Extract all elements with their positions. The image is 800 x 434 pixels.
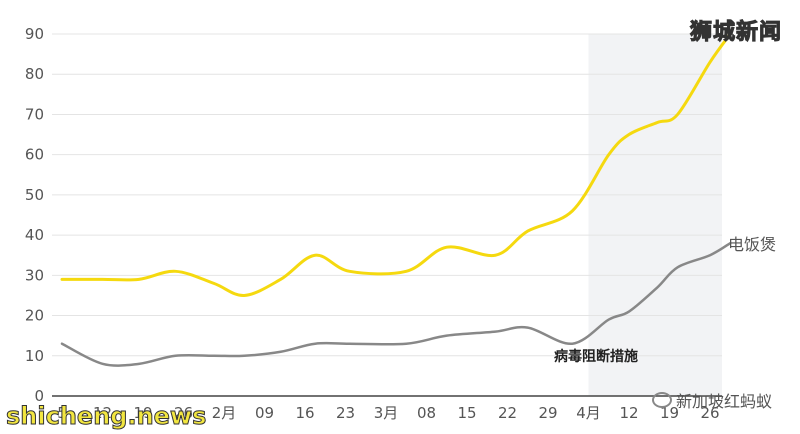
shaded-region <box>588 34 722 396</box>
x-tick-12: 29 <box>538 404 557 422</box>
annotation-lockdown: 病毒阻断措施 <box>554 348 638 365</box>
series-line-0 <box>60 32 732 297</box>
y-axis-ticks: 0 10 20 30 40 50 60 70 80 90 <box>25 25 44 405</box>
y-tick-60: 60 <box>25 146 44 164</box>
watermark-bottom-right: 新加坡红蚂蚁 <box>651 388 772 412</box>
x-tick-5: 09 <box>255 404 274 422</box>
x-tick-1: 12 <box>93 404 112 422</box>
x-tick-3: 26 <box>174 404 193 422</box>
wechat-icon <box>651 392 672 408</box>
x-tick-10: 15 <box>457 404 476 422</box>
x-tick-15: 19 <box>660 404 679 422</box>
y-tick-70: 70 <box>25 105 44 123</box>
series-lines <box>60 32 732 367</box>
y-tick-10: 10 <box>25 347 44 365</box>
x-tick-6: 16 <box>295 404 314 422</box>
series-line-1 <box>60 241 732 367</box>
x-tick-13: 4月 <box>576 404 601 422</box>
x-tick-14: 12 <box>619 404 638 422</box>
y-tick-30: 30 <box>25 266 44 284</box>
y-tick-50: 50 <box>25 186 44 204</box>
watermark-bottom-left: shicheng.news <box>5 402 207 431</box>
x-axis-ticks: 5 12 19 26 2月 09 16 23 3月 08 15 22 29 4月 12 19 26 <box>57 404 719 422</box>
y-tick-0: 0 <box>34 387 44 405</box>
x-tick-9: 08 <box>417 404 436 422</box>
y-tick-80: 80 <box>25 65 44 83</box>
x-tick-8: 3月 <box>374 404 399 422</box>
measures-shaded-region <box>588 34 722 396</box>
x-tick-7: 23 <box>336 404 355 422</box>
x-tick-4: 2月 <box>212 404 237 422</box>
watermark-top-right: 狮城新闻 <box>689 20 782 46</box>
x-tick-16: 26 <box>700 404 719 422</box>
x-tick-0: 5 <box>57 404 67 422</box>
watermark-bottom-right-text: 新加坡红蚂蚁 <box>675 392 772 411</box>
y-tick-90: 90 <box>25 25 44 43</box>
x-tick-11: 22 <box>498 404 517 422</box>
gridlines <box>52 33 722 397</box>
y-tick-20: 20 <box>25 307 44 325</box>
series-label-rice-cooker: 电饭煲 <box>728 235 776 254</box>
y-tick-40: 40 <box>25 226 44 244</box>
x-tick-2: 19 <box>133 404 152 422</box>
